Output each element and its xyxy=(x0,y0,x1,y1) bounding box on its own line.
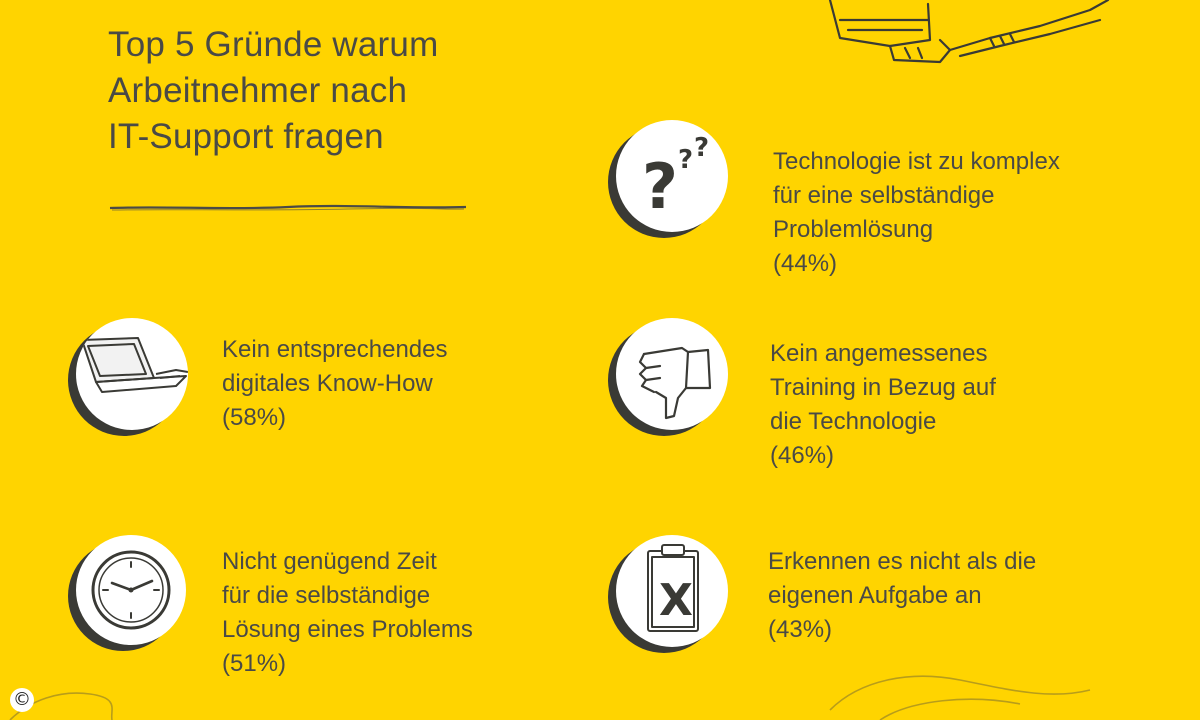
svg-text:?: ? xyxy=(642,150,678,223)
reason-item-time: Nicht genügend Zeit für die selbständige… xyxy=(222,545,473,681)
reason-line: die Technologie xyxy=(770,408,937,435)
title-line-2: Arbeitnehmer nach xyxy=(108,71,408,110)
svg-text:?: ? xyxy=(678,145,693,175)
reason-percent: (43%) xyxy=(768,616,833,643)
reason-line: Kein angemessenes xyxy=(770,340,988,367)
title-underline xyxy=(109,204,467,211)
clipboard-x-icon: X xyxy=(608,535,728,653)
reason-line: Technologie ist zu komplex xyxy=(773,148,1060,175)
reason-percent: (58%) xyxy=(222,404,287,431)
reason-item-responsibility: Erkennen es nicht als die eigenen Aufgab… xyxy=(768,545,1036,647)
reason-percent: (51%) xyxy=(222,650,287,677)
reason-line: Nicht genügend Zeit xyxy=(222,548,437,575)
reason-line: eigenen Aufgabe an xyxy=(768,582,982,609)
network-cable-icon xyxy=(828,0,1110,64)
reason-item-training: Kein angemessenes Training in Bezug auf … xyxy=(770,337,996,473)
question-marks-icon: ? ? ? xyxy=(608,120,728,238)
svg-text:?: ? xyxy=(694,133,709,163)
decorative-sketch xyxy=(829,675,1091,720)
reason-line: digitales Know-How xyxy=(222,370,433,397)
reason-item-complexity: Technologie ist zu komplex für eine selb… xyxy=(773,145,1060,281)
title-line-3: IT-Support fragen xyxy=(108,117,384,156)
reason-line: Training in Bezug auf xyxy=(770,374,996,401)
reason-line: für eine selbständige xyxy=(773,182,995,209)
thumbs-down-icon xyxy=(608,318,728,436)
copyright-badge: © xyxy=(10,688,34,712)
title-line-1: Top 5 Gründe warum xyxy=(108,25,439,64)
reason-percent: (46%) xyxy=(770,442,835,469)
reason-line: für die selbständige xyxy=(222,582,431,609)
reason-line: Lösung eines Problems xyxy=(222,616,473,643)
laptop-hand-icon xyxy=(68,318,188,436)
svg-text:X: X xyxy=(659,575,693,626)
reason-item-know-how: Kein entsprechendes digitales Know-How (… xyxy=(222,333,448,435)
reason-percent: (44%) xyxy=(773,250,838,277)
clock-icon xyxy=(68,535,186,651)
reason-line: Kein entsprechendes xyxy=(222,336,448,363)
page-title: Top 5 Gründe warum Arbeitnehmer nach IT-… xyxy=(108,22,528,160)
reason-line: Erkennen es nicht als die xyxy=(768,548,1037,575)
reason-line: Problemlösung xyxy=(773,216,934,243)
